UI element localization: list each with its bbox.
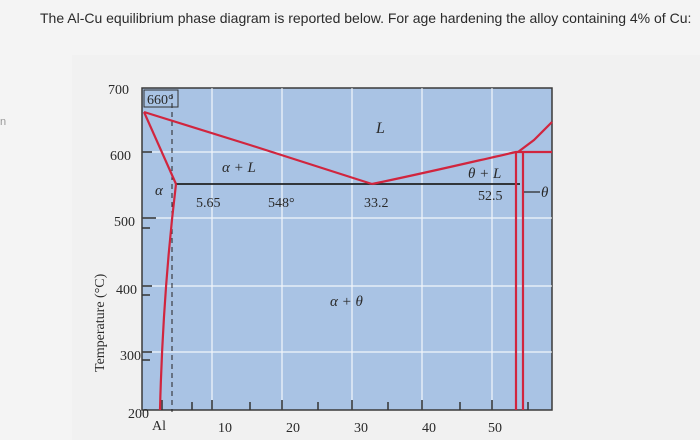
solidus (142, 111, 178, 185)
question-text: The Al-Cu equilibrium phase diagram is r… (40, 10, 692, 26)
theta-liquidus (517, 121, 553, 153)
y-tick-label: 300 (120, 349, 141, 364)
edge-fragment: n (0, 116, 7, 128)
alpha-theta-label: α + θ (330, 294, 363, 310)
plot-area (141, 87, 553, 411)
eutectic-comp-label: 33.2 (364, 196, 389, 211)
liquidus-right (371, 150, 552, 186)
melting-point-box (143, 89, 179, 108)
y-tick-label: 700 (108, 83, 129, 98)
liquidus-left (143, 110, 373, 186)
y-tick-label: 400 (116, 283, 137, 298)
x-tick-label: 10 (218, 421, 232, 436)
solvus (158, 183, 178, 411)
liquid-label: L (375, 120, 385, 137)
y-tick-marks (142, 151, 156, 361)
theta-comp-label: 52.5 (478, 189, 503, 204)
alpha-liquid-label: α + L (222, 160, 256, 176)
phase-boundaries (142, 110, 553, 411)
alpha-label: α (155, 183, 164, 199)
x-tick-label: 40 (422, 421, 436, 436)
eutectic-temp-label: 548° (268, 196, 295, 211)
y-axis-title: Temperature (°C) (93, 273, 108, 372)
theta-label: θ (541, 185, 549, 201)
y-tick-label: 600 (110, 149, 131, 164)
x-tick-label: 50 (488, 421, 502, 436)
gridlines (142, 88, 552, 410)
x-tick-marks (161, 400, 529, 410)
y-tick-label: 200 (128, 407, 149, 422)
melting-point-label: 660° (147, 93, 174, 108)
x-tick-label: 30 (354, 421, 368, 436)
x-tick-label: Al (152, 419, 166, 434)
theta-liquid-label: θ + L (468, 166, 501, 182)
x-tick-label: 20 (286, 421, 300, 436)
solubility-limit-label: 5.65 (196, 196, 221, 211)
y-tick-label: 500 (114, 215, 135, 230)
